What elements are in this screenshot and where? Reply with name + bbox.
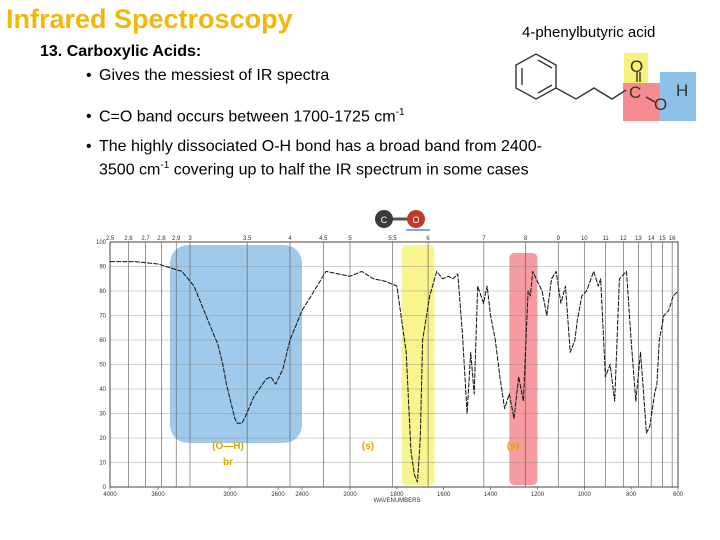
band-label: (s) — [362, 441, 374, 452]
single-bond-line — [645, 96, 656, 103]
carbonyl-o-highlight — [624, 53, 648, 83]
top-axis-tick-label: 4 — [288, 236, 292, 242]
top-axis-tick-label: 3 — [188, 236, 192, 242]
top-axis-tick-label: 5 — [348, 236, 352, 242]
y-axis-tick-label: 60 — [99, 338, 106, 344]
carbon-atom-label: C — [381, 215, 388, 225]
top-axis-tick-label: 2.5 — [106, 236, 115, 242]
band-sublabel: br — [223, 457, 233, 468]
x-axis-tick-label: 2000 — [343, 492, 357, 498]
bullet-dot: • — [86, 138, 92, 155]
benzene-ring — [515, 53, 557, 100]
atom-h: H — [676, 81, 688, 100]
bullet-text: covering up to half the IR spectrum in s… — [169, 161, 529, 179]
top-axis-tick-label: 2.7 — [141, 236, 150, 242]
y-axis-tick-label: 10 — [99, 461, 106, 467]
bullet-text: C=O band occurs between 1700-1725 cm — [99, 108, 396, 126]
x-axis-tick-label: 600 — [673, 492, 684, 498]
atom-c: C — [629, 83, 641, 102]
carbonyl-bond-icon: C O — [375, 210, 430, 231]
bullet-messiest: • Gives the messiest of IR spectra — [86, 66, 329, 85]
highlight-layer — [170, 245, 538, 485]
bullet-carbonyl: • C=O band occurs between 1700-1725 cm-1 — [86, 103, 405, 126]
bullet-oh-band: • The highly dissociated O-H bond has a b… — [86, 137, 542, 179]
spectrum-line-layer — [110, 261, 679, 483]
highlight-band — [170, 245, 302, 443]
x-axis-tick-label: 4000 — [103, 492, 117, 498]
y-axis-tick-label: 90 — [99, 265, 106, 271]
top-axis-tick-label: 5.5 — [388, 236, 397, 242]
atom-o-hydroxyl: O — [654, 95, 667, 114]
top-axis-tick-label: 10 — [581, 236, 588, 242]
x-axis-tick-label: 1000 — [578, 492, 592, 498]
x-axis-tick-label: 3000 — [223, 492, 237, 498]
bullet-dot: • — [86, 108, 92, 126]
x-axis-tick-label: 3600 — [151, 492, 165, 498]
y-axis-tick-label: 70 — [99, 314, 106, 320]
oxygen-atom-label: O — [412, 215, 419, 225]
butyl-chain — [555, 87, 627, 100]
x-axis-tick-label: 2400 — [295, 492, 309, 498]
x-axis-tick-label: 2600 — [271, 492, 285, 498]
bullet-text: The highly dissociated O-H bond has a br… — [99, 138, 542, 155]
top-axis-tick-label: 2.8 — [157, 236, 166, 242]
band-label: (s) — [507, 441, 519, 452]
y-axis-tick-label: 20 — [99, 436, 106, 442]
bullet-text: Gives the messiest of IR spectra — [99, 67, 330, 84]
top-axis-tick-label: 14 — [648, 236, 655, 242]
axis-layer — [109, 241, 679, 490]
bullet-superscript: -1 — [160, 160, 170, 171]
top-axis-tick-label: 2.6 — [124, 236, 133, 242]
bullet-dot: • — [86, 67, 92, 84]
x-axis-tick-label: 1200 — [531, 492, 545, 498]
top-axis-tick-label: 11 — [602, 236, 609, 242]
compound-name: 4-phenylbutyric acid — [522, 24, 656, 41]
highlight-band — [509, 253, 538, 485]
molecule-structure: O C O H — [515, 53, 696, 121]
top-axis-tick-label: 16 — [669, 236, 676, 242]
top-axis-tick-label: 8 — [524, 236, 528, 242]
x-axis-tick-label: 1800 — [390, 492, 404, 498]
hydroxyl-highlight — [660, 72, 696, 121]
y-axis-tick-label: 0 — [103, 485, 107, 491]
y-axis-tick-label: 30 — [99, 412, 106, 418]
bullet-superscript: -1 — [395, 107, 405, 118]
y-axis-tick-label: 100 — [96, 240, 107, 246]
x-axis-tick-label: 1400 — [484, 492, 498, 498]
band-label: (O—H) — [212, 441, 244, 452]
top-axis-tick-label: 13 — [635, 236, 642, 242]
oxygen-atom-icon — [407, 210, 425, 228]
x-axis-tick-label: 800 — [626, 492, 637, 498]
top-axis-tick-label: 3.5 — [243, 236, 252, 242]
y-axis-tick-label: 40 — [99, 387, 106, 393]
atom-o-carbonyl: O — [630, 57, 643, 76]
top-axis-tick-label: 9 — [557, 236, 561, 242]
top-axis-tick-label: 7 — [482, 236, 486, 242]
x-axis-label: WAVENUMBERS — [373, 498, 420, 504]
carbon-atom-icon — [375, 210, 393, 228]
carbonyl-c-highlight — [623, 83, 663, 121]
top-axis-tick-label: 12 — [620, 236, 627, 242]
section-heading: 13. Carboxylic Acids: — [40, 43, 202, 60]
plot-frame — [109, 241, 679, 488]
top-axis-tick-label: 4.5 — [319, 236, 328, 242]
slide-title: Infrared Spectroscopy — [6, 4, 293, 34]
top-axis-tick-label: 2.9 — [172, 236, 181, 242]
top-axis-tick-label: 15 — [659, 236, 666, 242]
spectrum-line — [110, 261, 679, 483]
x-axis-tick-label: 1600 — [437, 492, 451, 498]
bullet-text: 3500 cm — [99, 161, 161, 179]
label-layer: WAVENUMBERS 2.5 2.6 2.7 2.8 2.9 3 3.5 4 4.5 5 5.5 6… — [96, 236, 684, 504]
y-axis-tick-label: 80 — [99, 289, 106, 295]
y-axis-tick-label: 50 — [99, 363, 106, 369]
top-axis-tick-label: 6 — [426, 236, 430, 242]
